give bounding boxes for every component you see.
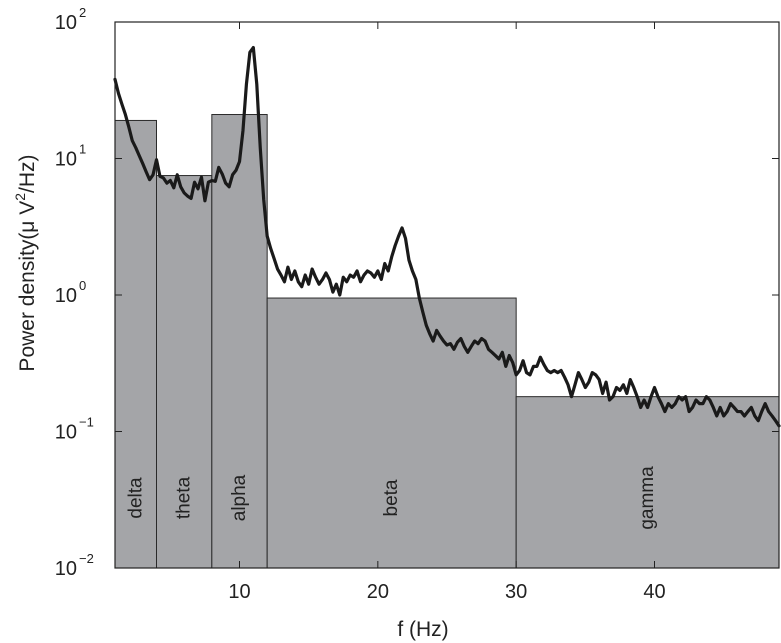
y-tick-label-exponent: 0 bbox=[79, 278, 86, 293]
y-tick-label-exponent: 2 bbox=[79, 5, 86, 20]
y-tick-label-base: 10 bbox=[55, 149, 77, 171]
y-tick-label-base: 10 bbox=[55, 422, 77, 444]
band-bar-beta bbox=[266, 297, 517, 569]
band-label-beta: beta bbox=[381, 479, 402, 516]
x-tick-label: 10 bbox=[228, 581, 250, 603]
y-tick-label-exponent: −1 bbox=[79, 415, 94, 430]
x-tick-label: 30 bbox=[505, 581, 527, 603]
band-label-theta: theta bbox=[174, 476, 195, 519]
y-tick-label: 10 bbox=[55, 558, 77, 580]
y-axis-label-exp: 2 bbox=[12, 193, 28, 201]
band-label-alpha: alpha bbox=[229, 474, 250, 521]
y-tick-label-base: 10 bbox=[55, 285, 77, 307]
y-axis-label-mu: μ bbox=[16, 221, 39, 233]
x-axis-label: f (Hz) bbox=[397, 618, 448, 641]
y-axis-label-prefix: Power density( bbox=[16, 233, 39, 372]
y-tick-label-exponent: 1 bbox=[79, 142, 86, 157]
band-label-gamma: gamma bbox=[637, 466, 658, 530]
x-tick-label: 40 bbox=[643, 581, 665, 603]
y-tick-label-base: 10 bbox=[55, 558, 77, 580]
band-labels: delta theta alpha beta gamma bbox=[125, 466, 658, 530]
y-axis-label-unit: V bbox=[16, 201, 39, 221]
band-bars bbox=[114, 114, 780, 569]
y-tick-label: 10 bbox=[55, 422, 77, 444]
y-tick-label-base: 10 bbox=[55, 12, 77, 34]
x-tick-label: 20 bbox=[367, 581, 389, 603]
y-tick-label: 10 bbox=[55, 12, 77, 34]
y-axis-label: Power density(μ V2/Hz) bbox=[12, 154, 39, 371]
spectrum-line-layer bbox=[113, 45, 781, 428]
y-axis-label-suffix: /Hz) bbox=[16, 154, 39, 193]
band-bar-delta bbox=[114, 119, 157, 569]
y-tick-label-exponent: −2 bbox=[79, 551, 94, 566]
band-label-delta: delta bbox=[125, 477, 146, 519]
band-bar-theta bbox=[156, 175, 213, 569]
y-tick-label: 10 bbox=[55, 285, 77, 307]
y-tick-label: 10 bbox=[55, 149, 77, 171]
band-bar-gamma bbox=[515, 396, 780, 569]
band-bar-alpha bbox=[211, 114, 268, 569]
spectrum-line bbox=[113, 45, 781, 428]
x-ticks: 10 20 30 40 bbox=[228, 22, 666, 603]
